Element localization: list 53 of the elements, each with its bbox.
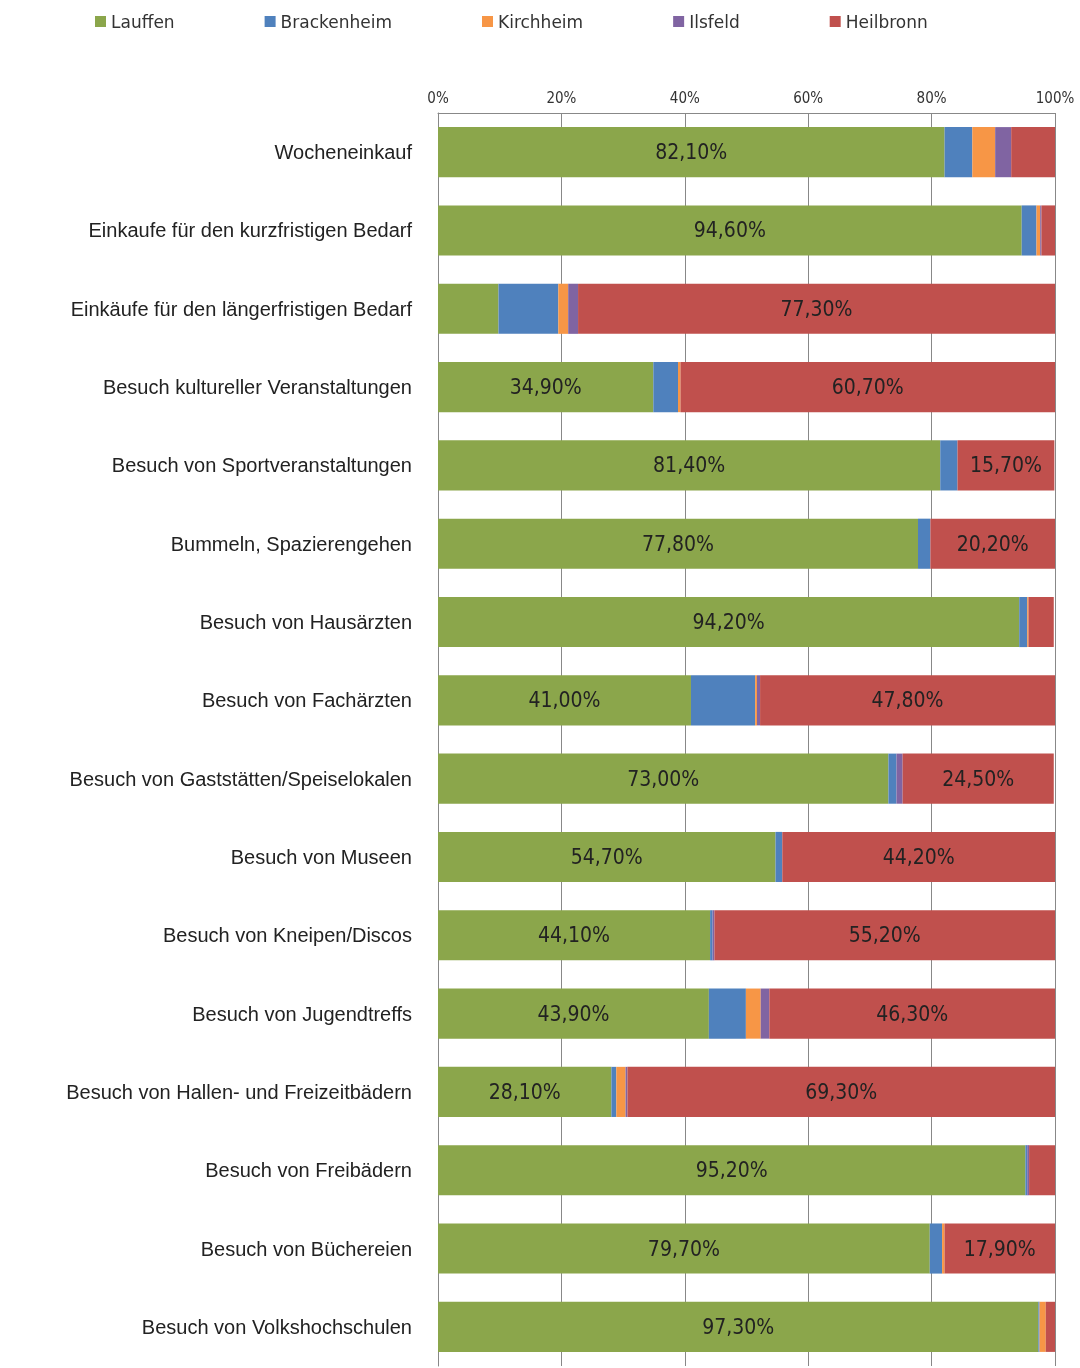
data-label: 54,70% <box>570 844 643 869</box>
data-label: 81,40% <box>653 453 726 478</box>
data-label: 79,70% <box>647 1236 720 1261</box>
y-tick-label: Besuch von Museen <box>230 845 412 868</box>
data-label: 60,70% <box>831 375 904 400</box>
y-tick-label: Besuch von Hausärzten <box>199 611 412 634</box>
legend-label: Kirchheim <box>498 11 584 32</box>
y-tick-label: Besuch von Jugendtreffs <box>192 1002 412 1025</box>
y-tick-label: Einkaufe für den kurzfristigen Bedarf <box>88 219 413 242</box>
data-label: 77,30% <box>780 296 853 321</box>
data-label: 44,10% <box>538 923 611 948</box>
x-tick-label: 20% <box>546 88 577 107</box>
data-label: 94,60% <box>693 218 766 243</box>
data-label: 73,00% <box>627 766 700 791</box>
data-label: 95,20% <box>695 1158 768 1183</box>
data-label: 55,20% <box>848 923 921 948</box>
data-label: 41,00% <box>528 688 601 713</box>
data-label: 34,90% <box>509 375 582 400</box>
legend-label: Heilbronn <box>845 11 928 32</box>
data-label: 46,30% <box>876 1001 949 1026</box>
y-tick-label: Besuch von Hallen- und Freizeitbädern <box>66 1080 412 1103</box>
x-tick-label: 100% <box>1035 88 1075 107</box>
y-tick-label: Besuch von Fachärzten <box>201 689 412 712</box>
y-tick-label: Wocheneinkauf <box>274 141 413 164</box>
y-tick-label: Besuch von Gaststätten/Speiselokalen <box>69 767 412 790</box>
x-tick-label: 40% <box>669 88 700 107</box>
data-label: 28,10% <box>488 1079 561 1104</box>
y-tick-label: Besuch von Volkshochschulen <box>141 1315 412 1338</box>
legend-label: Ilsfeld <box>689 11 740 32</box>
data-label: 97,30% <box>702 1314 775 1339</box>
y-tick-label: Bummeln, Spazierengehen <box>170 532 412 555</box>
y-tick-label: Besuch von Sportveranstaltungen <box>111 454 412 477</box>
data-label: 17,90% <box>963 1236 1036 1261</box>
data-label: 47,80% <box>871 688 944 713</box>
data-label: 43,90% <box>537 1001 610 1026</box>
y-tick-label: Besuch von Büchereien <box>200 1237 412 1260</box>
y-tick-label: Besuch von Freibädern <box>205 1159 412 1182</box>
x-tick-label: 80% <box>916 88 947 107</box>
y-tick-label: Besuch von Kneipen/Discos <box>162 924 412 947</box>
y-tick-label: Besuch kultureller Veranstaltungen <box>102 376 412 399</box>
y-tick-label: Einkäufe für den längerfristigen Bedarf <box>70 297 413 320</box>
data-label: 69,30% <box>805 1079 878 1104</box>
data-label: 94,20% <box>692 610 765 635</box>
x-tick-label: 60% <box>793 88 824 107</box>
legend-label: Brackenheim <box>280 11 393 32</box>
data-label: 15,70% <box>969 453 1042 478</box>
data-label: 44,20% <box>882 844 955 869</box>
data-label: 77,80% <box>642 531 715 556</box>
data-label: 24,50% <box>942 766 1015 791</box>
data-label: 20,20% <box>956 531 1029 556</box>
x-tick-label: 0% <box>427 88 449 107</box>
legend-label: Lauffen <box>111 11 175 32</box>
data-label: 82,10% <box>655 140 728 165</box>
